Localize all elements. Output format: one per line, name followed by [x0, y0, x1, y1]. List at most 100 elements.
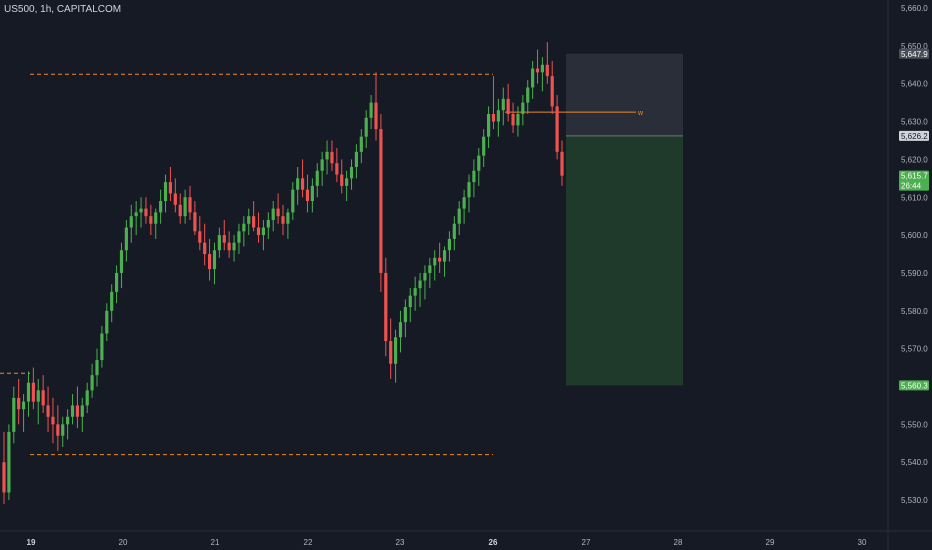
candle-body: [114, 272, 119, 292]
candle-body: [281, 216, 285, 224]
candle-body: [139, 208, 143, 213]
target-price-label: 5,560.3: [901, 381, 928, 390]
upper-price-label: 5,647.9: [901, 50, 928, 59]
candle-body: [159, 201, 163, 213]
candle-body: [119, 250, 124, 273]
candle-body: [149, 216, 153, 224]
candle-body: [408, 295, 412, 308]
price-tick-label: 5,650.0: [901, 42, 928, 51]
candle-body: [296, 178, 300, 190]
candle-body: [506, 98, 510, 114]
candle-body: [168, 182, 173, 194]
candle-body: [188, 197, 192, 213]
price-tick-label: 5,640.0: [901, 80, 928, 89]
candle-body: [340, 174, 344, 186]
candle-body: [183, 197, 187, 217]
candle-body: [310, 185, 314, 202]
entry-price-label-bg: [899, 130, 929, 141]
candle-body: [452, 223, 456, 239]
countdown-label: 26:44: [901, 182, 922, 191]
candle-body: [491, 113, 496, 122]
candle-body: [75, 405, 80, 417]
candle-body: [17, 397, 21, 410]
candle-body: [389, 341, 393, 364]
candle-body: [423, 272, 427, 281]
price-tick-label: 5,550.0: [901, 420, 928, 429]
candle-body: [330, 151, 334, 164]
candle-body: [56, 424, 60, 436]
candle-body: [531, 68, 535, 88]
candle-body: [95, 360, 99, 376]
candle-body: [325, 151, 329, 160]
time-tick-label: 21: [211, 538, 220, 547]
price-tick-label: 5,630.0: [901, 118, 928, 127]
target-zone: [566, 135, 683, 386]
candle-body: [550, 76, 554, 107]
candle-body: [222, 235, 226, 243]
candle-body: [369, 102, 373, 118]
candle-body: [374, 102, 378, 130]
time-tick-label: 20: [119, 538, 128, 547]
candle-body: [41, 390, 45, 406]
candle-body: [261, 227, 266, 236]
time-tick-label: 19: [27, 538, 36, 547]
candle-body: [511, 113, 515, 126]
entry-price-label: 5,626.2: [901, 132, 928, 141]
marker-label: w: [637, 110, 644, 117]
horizontal-levels[interactable]: w: [0, 73, 644, 456]
time-axis[interactable]: 19 20 21 22 23 26 27 28 29 30: [27, 538, 867, 547]
candle-body: [467, 182, 471, 198]
candle-body: [124, 227, 128, 251]
candle-body: [129, 216, 133, 228]
candle-body: [110, 291, 114, 311]
candle-body: [560, 151, 564, 176]
stop-zone: [566, 53, 683, 136]
candle-body: [393, 337, 398, 364]
candle-body: [555, 106, 559, 152]
price-tick-label: 5,620.0: [901, 155, 928, 164]
candle-body: [144, 208, 148, 217]
time-tick-label: 22: [304, 538, 313, 547]
candle-body: [276, 208, 280, 217]
candles: [2, 42, 564, 504]
candle-body: [85, 390, 89, 406]
price-tick-label: 5,580.0: [901, 307, 928, 316]
current-price-label-bg: [899, 170, 929, 191]
candle-body: [315, 170, 319, 186]
candle-body: [178, 204, 182, 217]
price-labels: 5,647.9 5,626.2 5,615.726:44 5,560.3: [899, 48, 929, 391]
candle-body: [433, 257, 437, 266]
candle-body: [354, 151, 359, 167]
symbol-title[interactable]: US500, 1h, CAPITALCOM: [4, 4, 122, 15]
candle-body: [70, 405, 75, 417]
position-zones[interactable]: [566, 53, 683, 386]
candle-body: [193, 212, 197, 232]
price-tick-label: 5,600.0: [901, 231, 928, 240]
candle-body: [398, 322, 403, 338]
candle-body: [320, 159, 324, 171]
candle-body: [364, 117, 368, 137]
candle-body: [154, 212, 158, 224]
time-tick-label: 23: [396, 538, 405, 547]
candle-body: [163, 182, 168, 202]
candle-body: [217, 235, 221, 251]
candle-body: [545, 64, 549, 77]
current-price-label: 5,615.7: [901, 172, 928, 181]
candle-body: [7, 431, 11, 493]
candle-body: [349, 166, 354, 179]
time-tick-label: 29: [766, 538, 775, 547]
candle-body: [457, 208, 461, 224]
candle-body: [477, 155, 481, 171]
candle-body: [2, 462, 6, 493]
candle-body: [198, 231, 202, 243]
candle-body: [100, 333, 104, 361]
candle-body: [90, 375, 94, 391]
price-tick-label: 5,590.0: [901, 269, 928, 278]
candle-body: [540, 64, 545, 73]
candle-body: [447, 238, 452, 251]
candle-body: [345, 178, 349, 186]
candle-body: [442, 250, 447, 262]
candle-body: [252, 216, 256, 228]
